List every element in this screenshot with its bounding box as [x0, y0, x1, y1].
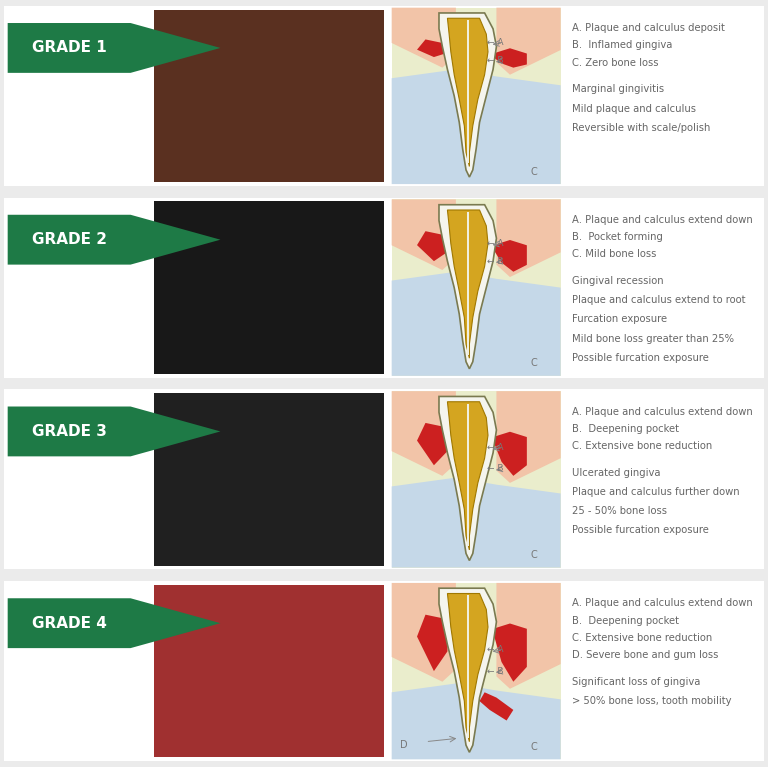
- Polygon shape: [439, 397, 496, 561]
- Text: B.  Inflamed gingiva: B. Inflamed gingiva: [572, 40, 673, 51]
- Polygon shape: [392, 683, 561, 759]
- Text: Gingival recession: Gingival recession: [572, 276, 664, 286]
- Polygon shape: [392, 70, 561, 184]
- Polygon shape: [392, 583, 456, 682]
- Polygon shape: [448, 402, 488, 550]
- Polygon shape: [479, 693, 513, 720]
- Polygon shape: [392, 8, 456, 67]
- FancyBboxPatch shape: [392, 583, 561, 759]
- Text: Possible furcation exposure: Possible furcation exposure: [572, 353, 709, 363]
- Text: GRADE 2: GRADE 2: [31, 232, 107, 247]
- Polygon shape: [417, 231, 448, 261]
- Polygon shape: [392, 272, 561, 376]
- Polygon shape: [392, 391, 456, 476]
- Text: GRADE 1: GRADE 1: [31, 41, 107, 55]
- Polygon shape: [448, 210, 488, 358]
- Text: C. Mild bone loss: C. Mild bone loss: [572, 249, 657, 259]
- Text: Significant loss of gingiva: Significant loss of gingiva: [572, 677, 700, 687]
- FancyBboxPatch shape: [154, 584, 384, 758]
- Text: ← B: ← B: [487, 257, 503, 265]
- Text: Mild plaque and calculus: Mild plaque and calculus: [572, 104, 696, 114]
- Text: ← A: ← A: [487, 38, 503, 48]
- Polygon shape: [467, 595, 468, 738]
- Polygon shape: [467, 20, 468, 163]
- FancyBboxPatch shape: [392, 199, 561, 376]
- Polygon shape: [496, 199, 561, 277]
- Polygon shape: [448, 594, 488, 742]
- FancyBboxPatch shape: [154, 9, 384, 183]
- Text: A. Plaque and calculus deposit: A. Plaque and calculus deposit: [572, 23, 725, 33]
- Text: B.  Deepening pocket: B. Deepening pocket: [572, 615, 679, 626]
- FancyBboxPatch shape: [4, 198, 764, 378]
- Text: Plaque and calculus extend to root: Plaque and calculus extend to root: [572, 295, 746, 305]
- Polygon shape: [439, 205, 496, 369]
- Text: C. Extensive bone reduction: C. Extensive bone reduction: [572, 633, 713, 643]
- Text: ← B: ← B: [487, 56, 503, 65]
- FancyBboxPatch shape: [392, 391, 561, 568]
- Text: C: C: [530, 166, 537, 176]
- Polygon shape: [496, 583, 561, 689]
- Text: A. Plaque and calculus extend down: A. Plaque and calculus extend down: [572, 598, 753, 608]
- Polygon shape: [448, 18, 488, 166]
- FancyBboxPatch shape: [154, 393, 384, 566]
- Text: ← A: ← A: [487, 443, 503, 452]
- Text: GRADE 3: GRADE 3: [31, 424, 107, 439]
- Polygon shape: [496, 8, 561, 74]
- Polygon shape: [417, 423, 448, 466]
- Text: Reversible with scale/polish: Reversible with scale/polish: [572, 123, 710, 133]
- Text: C: C: [530, 358, 537, 368]
- Polygon shape: [417, 39, 448, 57]
- Text: C: C: [530, 742, 537, 752]
- Text: ← B: ← B: [487, 667, 503, 676]
- FancyBboxPatch shape: [154, 201, 384, 374]
- Polygon shape: [8, 407, 220, 456]
- Text: Possible furcation exposure: Possible furcation exposure: [572, 525, 709, 535]
- Polygon shape: [439, 13, 496, 177]
- Text: Ulcerated gingiva: Ulcerated gingiva: [572, 468, 660, 478]
- Text: ← B: ← B: [487, 464, 503, 473]
- Text: Plaque and calculus further down: Plaque and calculus further down: [572, 487, 740, 497]
- Polygon shape: [467, 212, 468, 354]
- Text: Marginal gingivitis: Marginal gingivitis: [572, 84, 664, 94]
- Polygon shape: [8, 598, 220, 648]
- FancyBboxPatch shape: [4, 6, 764, 186]
- Text: ← A: ← A: [487, 239, 503, 248]
- Polygon shape: [417, 614, 448, 671]
- Text: Furcation exposure: Furcation exposure: [572, 314, 667, 324]
- Polygon shape: [392, 478, 561, 568]
- Text: A. Plaque and calculus extend down: A. Plaque and calculus extend down: [572, 215, 753, 225]
- Polygon shape: [8, 215, 220, 265]
- Text: B.  Deepening pocket: B. Deepening pocket: [572, 423, 679, 434]
- Text: > 50% bone loss, tooth mobility: > 50% bone loss, tooth mobility: [572, 696, 732, 706]
- Polygon shape: [493, 624, 527, 682]
- Text: D. Severe bone and gum loss: D. Severe bone and gum loss: [572, 650, 719, 660]
- Text: C: C: [530, 550, 537, 560]
- Text: D: D: [400, 740, 408, 750]
- Text: GRADE 4: GRADE 4: [31, 616, 107, 630]
- Text: A. Plaque and calculus extend down: A. Plaque and calculus extend down: [572, 407, 753, 416]
- Text: 25 - 50% bone loss: 25 - 50% bone loss: [572, 506, 667, 516]
- Text: B.  Pocket forming: B. Pocket forming: [572, 232, 663, 242]
- Text: C. Zero bone loss: C. Zero bone loss: [572, 58, 659, 67]
- Polygon shape: [8, 23, 220, 73]
- Polygon shape: [467, 403, 468, 546]
- FancyBboxPatch shape: [4, 390, 764, 569]
- Polygon shape: [496, 391, 561, 483]
- Polygon shape: [392, 199, 456, 270]
- Polygon shape: [493, 48, 527, 67]
- FancyBboxPatch shape: [392, 8, 561, 184]
- Polygon shape: [439, 588, 496, 752]
- Text: ← A: ← A: [487, 646, 503, 654]
- Text: C. Extensive bone reduction: C. Extensive bone reduction: [572, 441, 713, 451]
- Text: Mild bone loss greater than 25%: Mild bone loss greater than 25%: [572, 334, 734, 344]
- Polygon shape: [493, 240, 527, 272]
- FancyBboxPatch shape: [4, 581, 764, 761]
- Polygon shape: [493, 432, 527, 476]
